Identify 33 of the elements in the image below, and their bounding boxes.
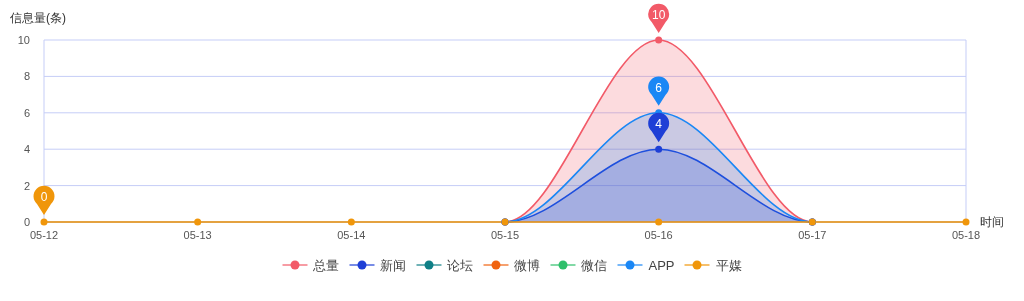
legend-label: 平媒 <box>715 258 742 273</box>
y-tick-label: 2 <box>23 179 30 192</box>
x-tick-label: 05-13 <box>183 229 212 241</box>
legend-label: 微博 <box>514 258 541 273</box>
legend-label: 论坛 <box>447 258 474 273</box>
y-tick-label: 4 <box>23 143 30 156</box>
data-label: 6 <box>655 80 663 95</box>
x-tick-label: 05-18 <box>951 229 981 241</box>
point <box>194 218 202 226</box>
x-axis-title: 时间 <box>980 215 1004 229</box>
y-tick-label: 10 <box>17 34 30 46</box>
legend-label: APP <box>648 258 675 273</box>
data-label: 10 <box>651 8 666 22</box>
x-tick-label: 05-14 <box>337 229 366 241</box>
y-tick-label: 6 <box>23 106 30 119</box>
x-tick-label: 05-12 <box>29 229 59 241</box>
point <box>655 145 663 153</box>
legend-label: 总量 <box>312 258 340 273</box>
x-tick-label: 05-16 <box>644 229 673 241</box>
legend-label: 新闻 <box>380 258 407 273</box>
point <box>655 36 663 44</box>
data-label: 4 <box>655 117 663 132</box>
y-axis-title: 信息量(条) <box>10 11 66 25</box>
x-tick-label: 05-17 <box>798 229 827 241</box>
y-tick-label: 8 <box>23 70 30 83</box>
point <box>962 218 970 226</box>
legend-label: 微信 <box>581 258 608 273</box>
y-tick-label: 0 <box>23 216 30 228</box>
point <box>347 218 355 226</box>
data-label: 0 <box>40 190 48 204</box>
x-tick-label: 05-15 <box>490 229 520 241</box>
point <box>655 218 663 226</box>
point <box>40 218 48 226</box>
